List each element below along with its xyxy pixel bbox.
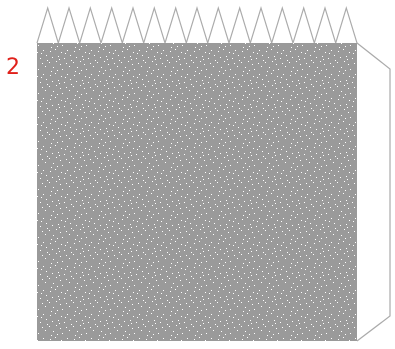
side-face-outline [356,42,391,342]
figure-index-label: 2 [6,55,20,80]
zigzag-top-edge [36,5,358,46]
speckled-panel [37,43,357,341]
